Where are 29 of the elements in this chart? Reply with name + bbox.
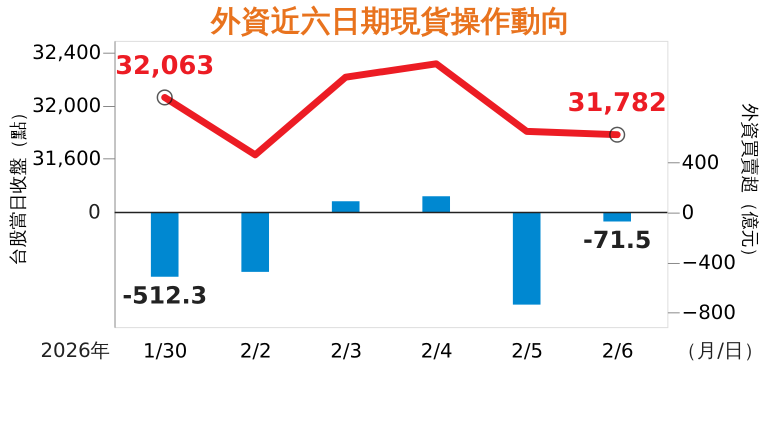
y2-axis-title: 外資買賣超（億元） — [738, 103, 760, 266]
x-tick-label: 2/5 — [511, 339, 544, 362]
x-tick-label: 2/6 — [602, 339, 634, 362]
y-tick-label: 32,400 — [32, 41, 102, 64]
y2-tick-label: −400 — [682, 251, 736, 274]
bar — [150, 212, 179, 277]
y-axis-title: 台股當日收盤（點） — [9, 103, 30, 266]
text: 2026年 — [40, 338, 111, 362]
y-tick-label: 31,600 — [32, 147, 102, 170]
x-tick-label: 2/4 — [420, 339, 453, 362]
bar — [241, 212, 270, 272]
y2-tick-label: 400 — [682, 150, 720, 174]
bar — [332, 201, 360, 213]
bar — [422, 196, 450, 213]
y2-tick-label: 0 — [682, 200, 694, 224]
y2-tick-label: −800 — [682, 301, 736, 324]
bar — [603, 212, 632, 222]
data-label: 31,782 — [568, 88, 667, 118]
chart-title: 外資近六日期現貨操作動向 — [210, 4, 571, 38]
data-label: -512.3 — [122, 281, 208, 310]
data-label: 32,063 — [115, 50, 214, 81]
x-tick-label: 2/2 — [240, 339, 272, 362]
x-tick-label: 1/30 — [143, 339, 188, 362]
text: 0 — [88, 200, 101, 224]
x-tick-label: 2/3 — [330, 339, 362, 362]
bar — [512, 212, 541, 305]
data-label: -71.5 — [583, 226, 652, 254]
text: （月/日） — [677, 338, 764, 362]
y-tick-label: 32,000 — [32, 94, 102, 118]
